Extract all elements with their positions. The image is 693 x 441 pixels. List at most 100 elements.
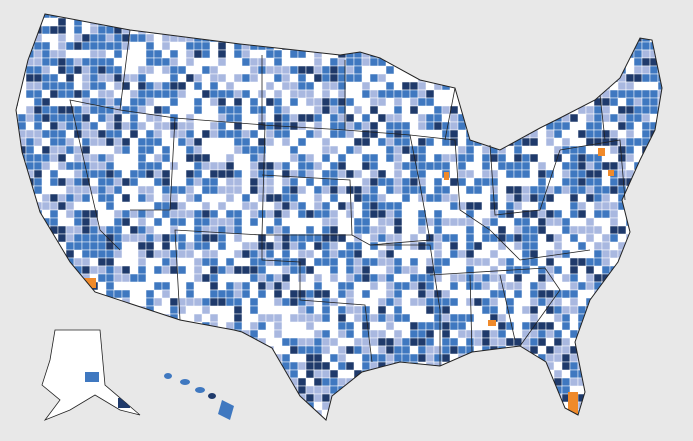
county bbox=[569, 169, 579, 179]
county bbox=[577, 169, 587, 179]
county bbox=[289, 313, 299, 323]
county bbox=[345, 361, 355, 371]
county bbox=[305, 89, 315, 99]
county bbox=[257, 209, 267, 219]
county bbox=[201, 185, 211, 195]
county bbox=[233, 313, 243, 323]
hawaii bbox=[164, 373, 234, 420]
county bbox=[385, 321, 395, 331]
county bbox=[505, 161, 515, 171]
county bbox=[25, 81, 35, 91]
county bbox=[561, 161, 571, 171]
county bbox=[409, 273, 419, 283]
county bbox=[641, 89, 651, 99]
county bbox=[313, 273, 323, 283]
county bbox=[393, 289, 403, 299]
county bbox=[257, 193, 267, 203]
county bbox=[489, 249, 499, 259]
county bbox=[577, 185, 587, 195]
county bbox=[345, 121, 355, 131]
county bbox=[369, 193, 379, 203]
county bbox=[553, 209, 563, 219]
county bbox=[609, 177, 619, 187]
county bbox=[585, 129, 595, 139]
county bbox=[649, 97, 659, 107]
county bbox=[281, 265, 291, 275]
county bbox=[161, 169, 171, 179]
county bbox=[481, 329, 491, 339]
county bbox=[177, 89, 187, 99]
county bbox=[401, 337, 411, 347]
county bbox=[465, 185, 475, 195]
county bbox=[305, 161, 315, 171]
county bbox=[217, 129, 227, 139]
county bbox=[593, 129, 603, 139]
county bbox=[425, 97, 435, 107]
county bbox=[393, 89, 403, 99]
county bbox=[145, 289, 155, 299]
county bbox=[89, 81, 99, 91]
county-highlight bbox=[598, 148, 605, 156]
border bbox=[69, 29, 131, 251]
county bbox=[209, 209, 219, 219]
county bbox=[361, 257, 371, 267]
county bbox=[177, 305, 187, 315]
county bbox=[137, 185, 147, 195]
county bbox=[569, 193, 579, 203]
county bbox=[249, 129, 259, 139]
county bbox=[297, 297, 307, 307]
county bbox=[369, 241, 379, 251]
county bbox=[553, 297, 563, 307]
county bbox=[313, 353, 323, 363]
county bbox=[153, 121, 163, 131]
county bbox=[241, 73, 251, 83]
county bbox=[633, 49, 643, 59]
county bbox=[441, 193, 451, 203]
county bbox=[249, 273, 259, 283]
county bbox=[89, 33, 99, 43]
county bbox=[593, 169, 603, 179]
county bbox=[289, 345, 299, 355]
county bbox=[337, 361, 347, 371]
county bbox=[249, 249, 259, 259]
county bbox=[113, 121, 123, 131]
county bbox=[273, 257, 283, 267]
county bbox=[297, 265, 307, 275]
county bbox=[377, 313, 387, 323]
county bbox=[377, 249, 387, 259]
county bbox=[609, 185, 619, 195]
county bbox=[137, 97, 147, 107]
county bbox=[385, 289, 395, 299]
county bbox=[57, 145, 67, 155]
county bbox=[449, 217, 459, 227]
county bbox=[465, 297, 475, 307]
county bbox=[553, 185, 563, 195]
county bbox=[57, 17, 67, 27]
county bbox=[361, 361, 371, 371]
county bbox=[393, 161, 403, 171]
county bbox=[377, 177, 387, 187]
county bbox=[65, 225, 75, 235]
county bbox=[289, 177, 299, 187]
county bbox=[489, 289, 499, 299]
county bbox=[657, 81, 662, 91]
county bbox=[401, 121, 411, 131]
county bbox=[417, 145, 427, 155]
county bbox=[113, 49, 123, 59]
county bbox=[561, 137, 571, 147]
county bbox=[297, 161, 307, 171]
county bbox=[129, 121, 139, 131]
county bbox=[409, 105, 419, 115]
county bbox=[273, 129, 283, 139]
county bbox=[201, 217, 211, 227]
county bbox=[241, 289, 251, 299]
county bbox=[441, 105, 451, 115]
county bbox=[321, 73, 331, 83]
county bbox=[353, 265, 363, 275]
county bbox=[273, 273, 283, 283]
county bbox=[313, 65, 323, 75]
county bbox=[153, 217, 163, 227]
county bbox=[521, 249, 531, 259]
county bbox=[225, 177, 235, 187]
county bbox=[369, 329, 379, 339]
